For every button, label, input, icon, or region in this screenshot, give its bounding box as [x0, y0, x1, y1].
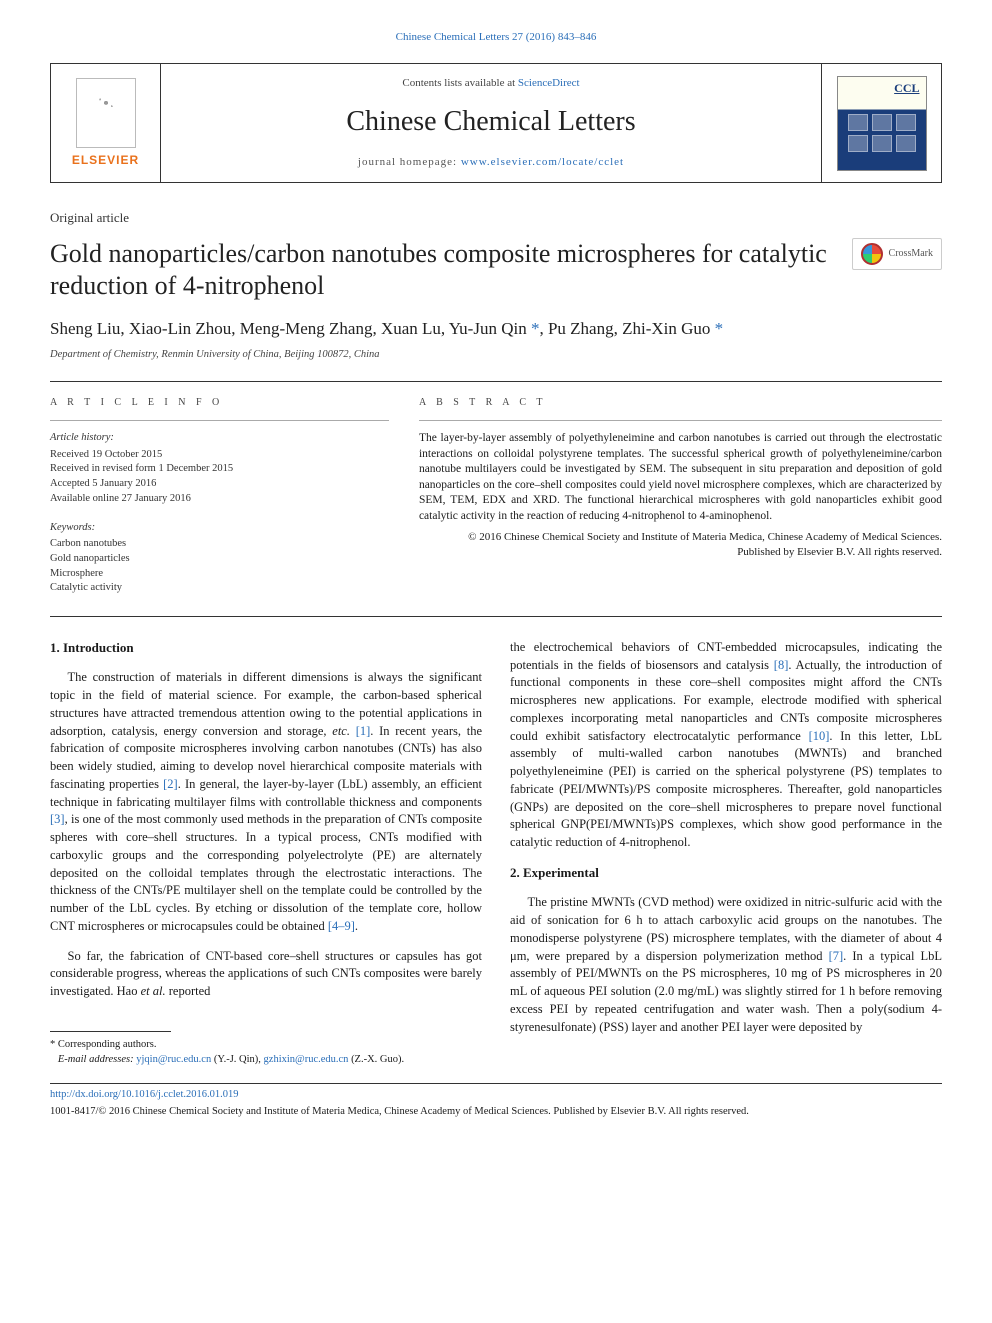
homepage-prefix: journal homepage:: [358, 156, 461, 168]
body-columns: 1. Introduction The construction of mate…: [50, 639, 942, 1067]
footer-block: http://dx.doi.org/10.1016/j.cclet.2016.0…: [50, 1083, 942, 1119]
rule-top: [50, 381, 942, 382]
keywords-label: Keywords:: [50, 521, 389, 536]
history-online: Available online 27 January 2016: [50, 492, 389, 507]
para-2: So far, the fabrication of CNT-based cor…: [50, 948, 482, 1001]
meta-row: A R T I C L E I N F O Article history: R…: [50, 396, 942, 596]
paper-title: Gold nanoparticles/carbon nanotubes comp…: [50, 238, 832, 303]
history-revised: Received in revised form 1 December 2015: [50, 462, 389, 477]
journal-cover-thumb: [837, 76, 927, 171]
citation-link[interactable]: Chinese Chemical Letters 27 (2016) 843–8…: [396, 31, 597, 43]
corresp-mark-2: *: [710, 319, 723, 338]
doi-row: http://dx.doi.org/10.1016/j.cclet.2016.0…: [50, 1088, 942, 1103]
para-1: The construction of materials in differe…: [50, 669, 482, 935]
authors-part-2: , Pu Zhang, Zhi-Xin Guo: [539, 319, 710, 338]
history-label: Article history:: [50, 431, 389, 446]
ref-10[interactable]: [10]: [809, 729, 830, 743]
header-center: Contents lists available at ScienceDirec…: [161, 68, 821, 178]
ref-2[interactable]: [2]: [163, 777, 178, 791]
issn-copyright: 1001-8417/© 2016 Chinese Chemical Societ…: [50, 1105, 942, 1120]
contents-line: Contents lists available at ScienceDirec…: [171, 76, 811, 91]
abstract-block: A B S T R A C T The layer-by-layer assem…: [419, 396, 942, 596]
homepage-line: journal homepage: www.elsevier.com/locat…: [171, 155, 811, 170]
doi-link[interactable]: http://dx.doi.org/10.1016/j.cclet.2016.0…: [50, 1089, 239, 1100]
rule-body-top: [50, 616, 942, 617]
column-left: 1. Introduction The construction of mate…: [50, 639, 482, 1067]
journal-title: Chinese Chemical Letters: [171, 102, 811, 141]
footnote-separator: [50, 1031, 171, 1032]
abstract-text: The layer-by-layer assembly of polyethyl…: [419, 431, 942, 524]
elsevier-wordmark: ELSEVIER: [72, 152, 139, 169]
homepage-link[interactable]: www.elsevier.com/locate/cclet: [461, 156, 624, 168]
crossmark-icon: [861, 243, 883, 265]
copyright-line-2: Published by Elsevier B.V. All rights re…: [419, 545, 942, 560]
corresp-label: * Corresponding authors.: [50, 1038, 482, 1053]
article-info-head: A R T I C L E I N F O: [50, 396, 389, 410]
keyword-2: Gold nanoparticles: [50, 552, 389, 567]
history-accepted: Accepted 5 January 2016: [50, 477, 389, 492]
para-3: the electrochemical behaviors of CNT-emb…: [510, 639, 942, 852]
sciencedirect-link[interactable]: ScienceDirect: [518, 77, 580, 89]
top-citation-link: Chinese Chemical Letters 27 (2016) 843–8…: [50, 30, 942, 45]
keyword-1: Carbon nanotubes: [50, 537, 389, 552]
copyright-line-1: © 2016 Chinese Chemical Society and Inst…: [419, 530, 942, 545]
section-2-head: 2. Experimental: [510, 864, 942, 882]
history-block: Article history: Received 19 October 201…: [50, 431, 389, 506]
email-link-1[interactable]: yjqin@ruc.edu.cn: [136, 1054, 211, 1065]
ref-8[interactable]: [8]: [774, 658, 789, 672]
email-link-2[interactable]: gzhixin@ruc.edu.cn: [264, 1054, 349, 1065]
ref-1[interactable]: [1]: [356, 724, 371, 738]
article-info-block: A R T I C L E I N F O Article history: R…: [50, 396, 389, 596]
para-4: The pristine MWNTs (CVD method) were oxi…: [510, 894, 942, 1036]
rule-abstract: [419, 420, 942, 421]
ref-3[interactable]: [3]: [50, 812, 65, 826]
corresp-emails: E-mail addresses: yjqin@ruc.edu.cn (Y.-J…: [50, 1053, 482, 1068]
ref-4-9[interactable]: [4–9]: [328, 919, 355, 933]
keyword-3: Microsphere: [50, 567, 389, 582]
author-list: Sheng Liu, Xiao-Lin Zhou, Meng-Meng Zhan…: [50, 317, 942, 341]
rule-info: [50, 420, 389, 421]
page-root: Chinese Chemical Letters 27 (2016) 843–8…: [0, 0, 992, 1150]
section-1-head: 1. Introduction: [50, 639, 482, 657]
history-received: Received 19 October 2015: [50, 448, 389, 463]
ref-7[interactable]: [7]: [829, 949, 844, 963]
crossmark-badge[interactable]: CrossMark: [852, 238, 942, 270]
corresp-mark-1: *: [527, 319, 540, 338]
article-type: Original article: [50, 209, 942, 227]
cover-graphic: [848, 114, 916, 152]
elsevier-tree-icon: [76, 78, 136, 148]
elsevier-logo-cell: ELSEVIER: [51, 64, 161, 182]
keyword-4: Catalytic activity: [50, 581, 389, 596]
keywords-block: Keywords: Carbon nanotubes Gold nanopart…: [50, 521, 389, 596]
journal-header: ELSEVIER Contents lists available at Sci…: [50, 63, 942, 183]
column-right: the electrochemical behaviors of CNT-emb…: [510, 639, 942, 1067]
footnote-block: * Corresponding authors. E-mail addresse…: [50, 1038, 482, 1067]
rule-footer: [50, 1083, 942, 1084]
journal-cover-cell: [821, 64, 941, 182]
authors-part-1: Sheng Liu, Xiao-Lin Zhou, Meng-Meng Zhan…: [50, 319, 527, 338]
abstract-head: A B S T R A C T: [419, 396, 942, 410]
crossmark-label: CrossMark: [889, 247, 933, 261]
contents-prefix: Contents lists available at: [402, 77, 517, 89]
title-row: Gold nanoparticles/carbon nanotubes comp…: [50, 238, 942, 303]
affiliation: Department of Chemistry, Renmin Universi…: [50, 348, 942, 363]
